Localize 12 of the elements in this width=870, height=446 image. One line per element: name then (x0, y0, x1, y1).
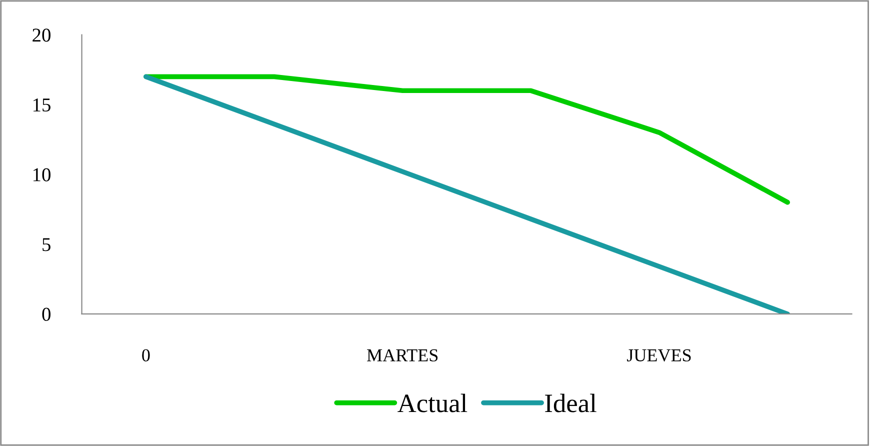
x-tick-label: 0 (142, 349, 150, 362)
y-tick-label: 0 (42, 308, 50, 321)
line-series (144, 74, 790, 314)
line-series (144, 74, 790, 205)
legend-label: Actual (398, 394, 468, 412)
y-tick-label: 5 (42, 238, 50, 252)
y-tick-label: 10 (33, 168, 50, 182)
y-tick-label: 20 (32, 28, 50, 42)
x-tick-label: MARTES (367, 349, 438, 362)
x-tick-label: JUEVES (627, 349, 691, 362)
legend-label: Ideal (545, 394, 596, 412)
y-tick-label: 15 (33, 98, 50, 112)
